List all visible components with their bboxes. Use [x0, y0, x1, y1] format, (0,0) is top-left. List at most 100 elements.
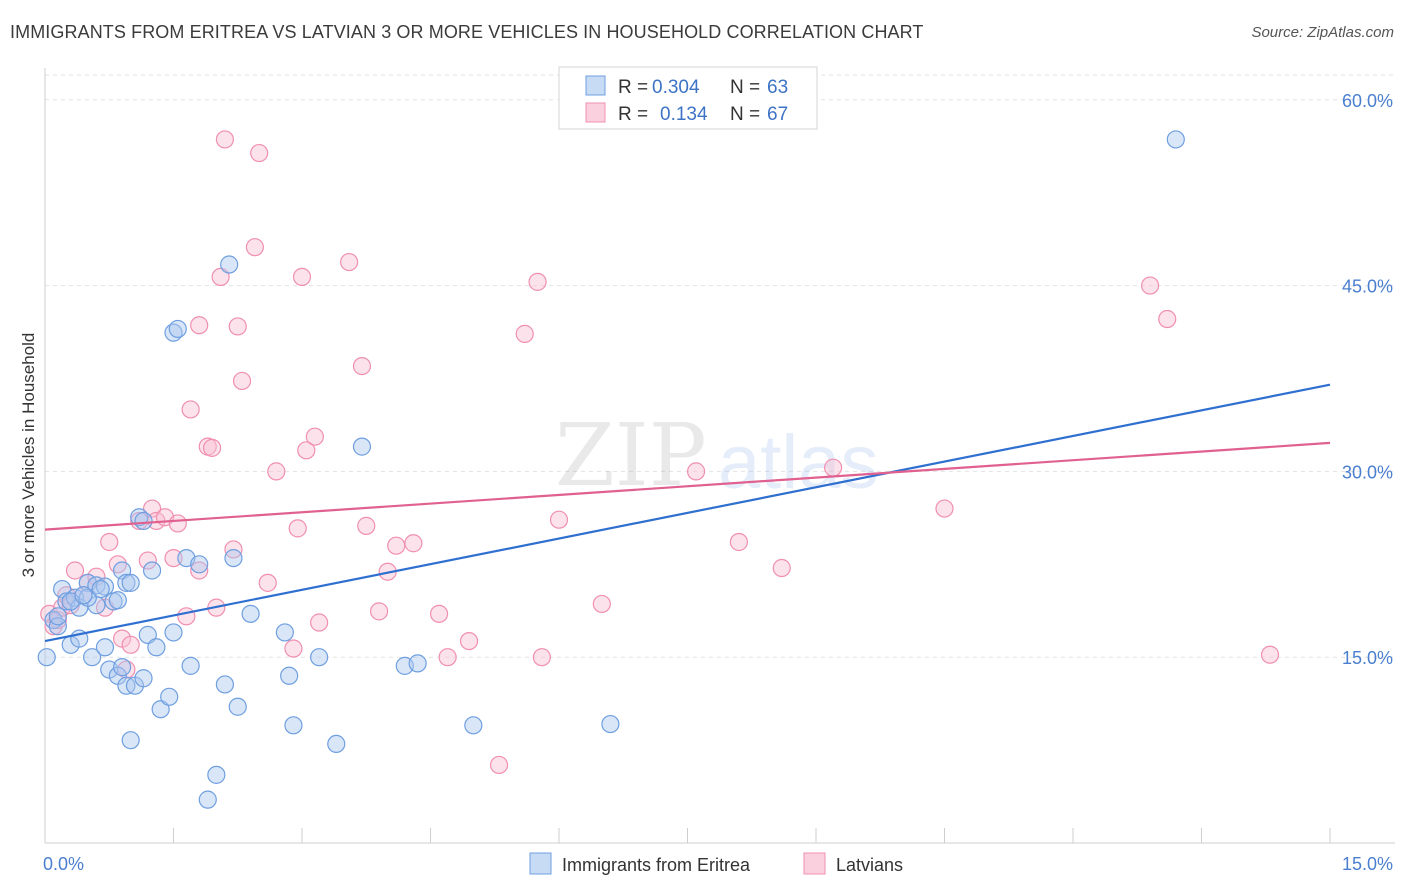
- latvians-point: [211, 267, 230, 287]
- latvians-point: [592, 594, 611, 614]
- latvians-point: [310, 613, 329, 632]
- tick-labels: 15.0% 30.0% 45.0% 60.0% 0.0% 15.0%: [43, 91, 1393, 874]
- latvians-point: [245, 238, 264, 257]
- eritrea-point: [241, 604, 260, 623]
- eritrea-point: [117, 573, 136, 592]
- y-tick-label: 60.0%: [1342, 91, 1393, 111]
- latvians-point: [305, 427, 324, 446]
- eritrea-point: [310, 648, 329, 667]
- eritrea-point: [48, 617, 67, 636]
- latvians-point: [1158, 309, 1177, 329]
- latvians-point: [100, 532, 119, 552]
- latvians-point: [121, 635, 140, 654]
- eritrea-point: [275, 623, 294, 642]
- bottom-legend-swatch-latvians: [803, 852, 826, 875]
- latvians-point: [228, 317, 247, 336]
- x-tick-label: 15.0%: [1342, 854, 1393, 874]
- x-tick-label: 0.0%: [43, 854, 84, 874]
- latvians-point: [824, 458, 843, 477]
- latvians-point: [729, 532, 749, 552]
- latvians-point: [549, 510, 569, 529]
- latvians-point: [387, 536, 406, 555]
- y-axis-label: 3 or more Vehicles in Household: [19, 333, 38, 578]
- latvians-point: [202, 438, 222, 457]
- eritrea-point: [91, 579, 110, 599]
- eritrea-point: [464, 716, 483, 735]
- eritrea-point: [138, 625, 157, 644]
- eritrea-point: [215, 675, 234, 694]
- latvians-point: [1260, 645, 1280, 664]
- latvians-point: [528, 272, 547, 291]
- eritrea-point: [112, 658, 132, 677]
- legend-n-value-1: 63: [767, 77, 788, 98]
- latvians-point: [292, 267, 312, 287]
- eritrea-point: [198, 790, 217, 809]
- legend-n-value-2: 67: [767, 104, 788, 125]
- latvians-point: [532, 648, 551, 667]
- latvians-point: [297, 441, 316, 460]
- eritrea-point: [160, 687, 179, 706]
- latvians-point: [190, 561, 209, 580]
- bottom-legend-label-latvians: Latvians: [836, 855, 903, 875]
- latvians-point: [686, 462, 706, 481]
- eritrea-point: [164, 623, 183, 642]
- latvians-point: [168, 514, 187, 533]
- legend-swatch-pink: [585, 102, 606, 123]
- eritrea-point: [95, 638, 115, 657]
- latvians-point: [438, 648, 457, 667]
- latvians-point: [357, 516, 376, 535]
- axes: [44, 68, 1395, 844]
- eritrea-point: [37, 648, 56, 667]
- eritrea-point: [408, 654, 427, 673]
- latvians-point: [772, 558, 791, 578]
- latvians-point: [258, 573, 277, 592]
- eritrea-point: [352, 437, 372, 456]
- y-tick-label: 45.0%: [1342, 277, 1393, 297]
- eritrea-point: [142, 561, 162, 580]
- legend-r-value-1: 0.304: [652, 77, 700, 98]
- bottom-legend-label-eritrea: Immigrants from Eritrea: [562, 855, 751, 875]
- latvians-point: [935, 499, 954, 518]
- latvians-point: [404, 534, 423, 553]
- legend-r-value-2: 0.134: [660, 104, 708, 125]
- bottom-legend-swatch-eritrea: [529, 852, 552, 875]
- legend-r-label-2: R =: [618, 104, 648, 125]
- eritrea-point: [207, 765, 226, 784]
- legend-n-label-2: N =: [730, 104, 760, 125]
- latvians-point: [489, 755, 509, 775]
- latvians-point: [65, 561, 85, 580]
- legend-r-label-1: R =: [618, 77, 648, 98]
- latvians-point: [288, 519, 307, 538]
- latvians-point: [250, 143, 269, 163]
- latvians-point: [459, 631, 479, 651]
- eritrea-point: [134, 669, 153, 688]
- eritrea-point: [1166, 130, 1185, 149]
- latvians-point: [370, 602, 389, 621]
- eritrea-point: [327, 734, 346, 754]
- latvians-point: [215, 130, 234, 149]
- eritrea-point: [151, 700, 170, 719]
- latvians-trend-line: [44, 441, 1331, 531]
- eritrea-point: [168, 319, 187, 339]
- latvians-point: [284, 639, 303, 658]
- watermark-atlas: atlas: [718, 420, 879, 505]
- latvians-point: [1140, 276, 1160, 295]
- eritrea-point: [74, 586, 93, 605]
- eritrea-point: [601, 714, 620, 734]
- eritrea-point: [48, 607, 67, 626]
- eritrea-point: [284, 716, 303, 735]
- source-label: Source: ZipAtlas.com: [1251, 24, 1394, 41]
- latvians-point: [352, 356, 372, 376]
- latvians-point: [177, 607, 196, 626]
- trend-lines: [44, 383, 1331, 643]
- latvians-point: [232, 371, 252, 391]
- eritrea-point: [108, 591, 127, 610]
- legend-n-label-1: N =: [730, 77, 760, 98]
- latvians-point: [429, 604, 449, 623]
- eritrea-point: [121, 573, 140, 592]
- y-tick-label: 15.0%: [1342, 648, 1393, 668]
- latvians-point: [267, 462, 286, 481]
- latvians-point: [181, 400, 200, 419]
- eritrea-point: [83, 648, 102, 667]
